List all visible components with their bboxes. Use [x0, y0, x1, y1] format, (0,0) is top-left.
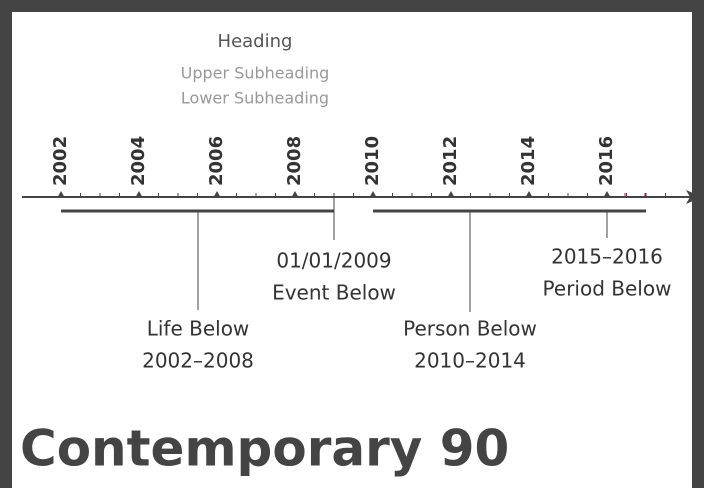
- year-label: 2002: [50, 136, 71, 186]
- event-label: 01/01/2009: [276, 249, 391, 273]
- year-marker: [291, 191, 299, 198]
- year-marker: [57, 191, 65, 198]
- year-marker: [525, 191, 533, 198]
- period-label: 2015–2016: [551, 245, 663, 269]
- year-marker: [447, 191, 455, 198]
- year-marker: [135, 191, 143, 198]
- year-marker: [603, 191, 611, 198]
- axis-arrow: [686, 190, 702, 204]
- year-label: 2004: [128, 136, 149, 186]
- year-label: 2006: [206, 136, 227, 186]
- person-label: 2010–2014: [414, 349, 526, 373]
- heading: Heading: [218, 31, 293, 52]
- title: Contemporary 90: [20, 420, 509, 478]
- subheading: Lower Subheading: [181, 89, 329, 108]
- event-label: Event Below: [272, 281, 396, 305]
- year-marker: [213, 191, 221, 198]
- life-label: Life Below: [147, 317, 250, 341]
- year-label: 2014: [518, 136, 539, 186]
- year-marker: [369, 191, 377, 198]
- year-label: 2010: [362, 136, 383, 186]
- canvas: [12, 12, 692, 488]
- year-label: 2016: [596, 136, 617, 186]
- person-label: Person Below: [403, 317, 537, 341]
- year-label: 2012: [440, 136, 461, 186]
- life-label: 2002–2008: [142, 349, 254, 373]
- subheading: Upper Subheading: [181, 64, 330, 83]
- year-label: 2008: [284, 136, 305, 186]
- period-label: Period Below: [543, 277, 672, 301]
